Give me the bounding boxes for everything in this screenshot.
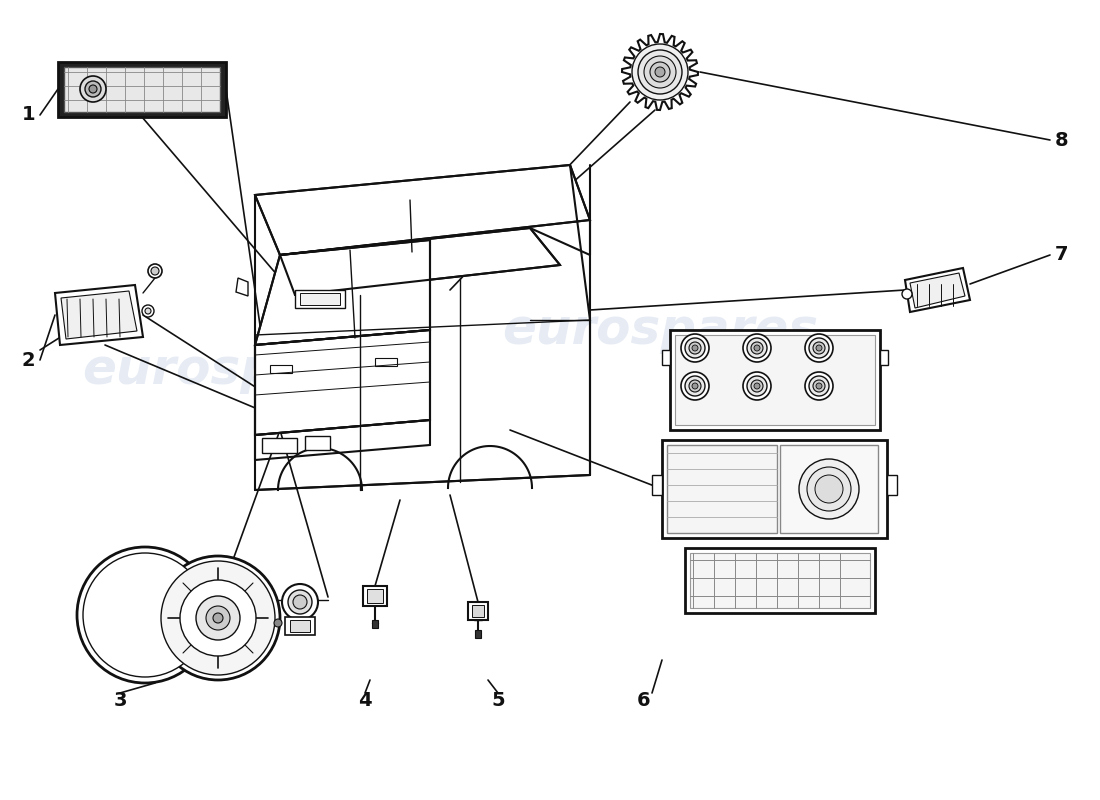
Bar — [262, 438, 297, 453]
Polygon shape — [280, 228, 560, 295]
Circle shape — [161, 561, 275, 675]
Circle shape — [650, 62, 670, 82]
Text: 5: 5 — [492, 690, 505, 710]
Bar — [670, 330, 880, 430]
Bar — [290, 620, 310, 632]
Circle shape — [807, 467, 851, 511]
Bar — [685, 548, 874, 613]
Circle shape — [815, 475, 843, 503]
Circle shape — [632, 44, 688, 100]
Polygon shape — [236, 278, 248, 296]
Circle shape — [145, 308, 151, 314]
Bar — [468, 602, 488, 620]
Polygon shape — [910, 273, 965, 308]
Text: 2: 2 — [21, 350, 35, 370]
Circle shape — [293, 595, 307, 609]
Circle shape — [213, 613, 223, 623]
Bar — [690, 553, 870, 608]
Circle shape — [654, 67, 666, 77]
Circle shape — [685, 376, 705, 396]
Text: eurospares: eurospares — [502, 306, 818, 354]
Circle shape — [805, 334, 833, 362]
Polygon shape — [255, 240, 430, 345]
Circle shape — [742, 334, 771, 362]
Circle shape — [692, 345, 698, 351]
Bar — [58, 62, 226, 117]
Circle shape — [206, 606, 230, 630]
Bar — [662, 350, 670, 365]
Circle shape — [816, 383, 822, 389]
Circle shape — [751, 342, 763, 354]
Bar — [270, 365, 292, 373]
Bar — [667, 445, 777, 533]
Circle shape — [151, 267, 160, 275]
Bar — [475, 630, 481, 638]
Bar — [662, 440, 887, 538]
Circle shape — [902, 289, 912, 299]
Circle shape — [85, 81, 101, 97]
Circle shape — [288, 590, 312, 614]
Circle shape — [156, 556, 280, 680]
Bar — [472, 605, 484, 617]
Text: 8: 8 — [1055, 130, 1068, 150]
Circle shape — [816, 345, 822, 351]
Circle shape — [89, 85, 97, 93]
Bar — [675, 335, 874, 425]
Circle shape — [82, 553, 207, 677]
Circle shape — [689, 342, 701, 354]
Text: 1: 1 — [21, 106, 35, 125]
Bar — [285, 617, 315, 635]
Circle shape — [754, 345, 760, 351]
Circle shape — [180, 580, 256, 656]
Bar — [780, 445, 878, 533]
Bar — [375, 358, 397, 366]
Circle shape — [142, 305, 154, 317]
Circle shape — [751, 380, 763, 392]
Circle shape — [808, 338, 829, 358]
Circle shape — [282, 584, 318, 620]
Circle shape — [692, 383, 698, 389]
Circle shape — [681, 334, 710, 362]
Circle shape — [196, 596, 240, 640]
Circle shape — [644, 56, 676, 88]
Bar — [64, 67, 220, 112]
Circle shape — [274, 619, 282, 627]
Polygon shape — [905, 268, 970, 312]
Circle shape — [805, 372, 833, 400]
Text: eurospares: eurospares — [82, 346, 398, 394]
Text: 4: 4 — [359, 690, 372, 710]
Bar — [305, 436, 330, 450]
Bar — [652, 475, 662, 495]
Circle shape — [799, 459, 859, 519]
Bar — [295, 290, 345, 308]
Circle shape — [80, 76, 106, 102]
Circle shape — [638, 50, 682, 94]
Circle shape — [77, 547, 213, 683]
Polygon shape — [255, 165, 590, 255]
Text: 6: 6 — [637, 690, 650, 710]
Polygon shape — [255, 330, 430, 435]
Circle shape — [747, 376, 767, 396]
Circle shape — [742, 372, 771, 400]
Text: 3: 3 — [113, 690, 127, 710]
Circle shape — [685, 338, 705, 358]
Polygon shape — [621, 34, 698, 110]
Bar — [887, 475, 896, 495]
Circle shape — [689, 380, 701, 392]
Bar — [880, 350, 888, 365]
Bar — [363, 586, 387, 606]
Bar — [367, 589, 383, 603]
Circle shape — [813, 342, 825, 354]
Bar — [372, 620, 378, 628]
Bar — [300, 293, 340, 305]
Circle shape — [148, 264, 162, 278]
Text: 7: 7 — [1055, 246, 1068, 265]
Polygon shape — [55, 285, 143, 345]
Circle shape — [681, 372, 710, 400]
Circle shape — [754, 383, 760, 389]
Circle shape — [808, 376, 829, 396]
Polygon shape — [60, 291, 138, 339]
Circle shape — [747, 338, 767, 358]
Circle shape — [813, 380, 825, 392]
